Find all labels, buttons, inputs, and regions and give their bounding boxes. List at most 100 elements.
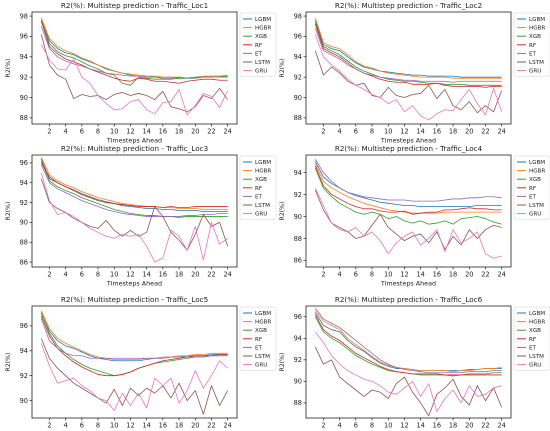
x-tick-label: 14	[416, 422, 424, 430]
y-tick-label: 90	[20, 397, 28, 405]
x-tick-label: 18	[175, 422, 183, 430]
series-line-lgbm	[314, 20, 502, 78]
legend-box	[239, 155, 277, 220]
x-tick-label: 8	[370, 422, 374, 430]
plot-frame	[31, 305, 238, 419]
x-tick-label: 4	[338, 128, 342, 136]
y-tick-label: 90	[294, 213, 302, 221]
x-tick-label: 8	[96, 422, 100, 430]
y-tick-label: 94	[294, 53, 302, 61]
x-tick-label: 4	[338, 271, 342, 279]
x-axis-label: Timesteps Ahead	[380, 137, 436, 145]
series-line-lstm	[314, 189, 502, 250]
legend-box	[513, 155, 550, 220]
plot-frame	[305, 11, 512, 125]
series-line-lgbm	[40, 158, 228, 212]
series-line-xgb	[40, 20, 228, 86]
series-line-lgbm	[314, 161, 502, 208]
series-line-rf	[40, 162, 228, 208]
x-tick-label: 12	[400, 271, 408, 279]
legend-label-xgb: XGB	[529, 177, 541, 183]
x-tick-label: 14	[142, 271, 150, 279]
x-tick-label: 22	[481, 422, 489, 430]
legend-box	[513, 12, 550, 77]
legend-label-gru: GRU	[529, 212, 541, 218]
x-tick-label: 16	[433, 128, 441, 136]
y-tick-label: 94	[294, 169, 302, 177]
y-tick-label: 96	[294, 33, 302, 41]
x-tick-label: 12	[126, 128, 134, 136]
x-tick-label: 2	[321, 271, 325, 279]
x-tick-label: 18	[449, 422, 457, 430]
x-axis-label: Timesteps Ahead	[106, 137, 162, 145]
x-tick-label: 6	[354, 128, 358, 136]
x-tick-label: 2	[47, 128, 51, 136]
y-tick-label: 94	[20, 179, 28, 187]
x-tick-label: 20	[191, 128, 199, 136]
series-line-et	[314, 28, 502, 83]
y-axis-label: R2(%)	[279, 202, 286, 221]
series-line-gru	[40, 172, 228, 263]
x-tick-label: 6	[354, 422, 358, 430]
legend-label-et: ET	[529, 345, 537, 351]
x-tick-label: 4	[64, 422, 68, 430]
x-tick-label: 24	[497, 128, 505, 136]
x-tick-label: 18	[449, 271, 457, 279]
series-line-hgbr	[315, 310, 502, 373]
legend-box	[239, 306, 277, 371]
legend-label-lstm: LSTM	[255, 203, 270, 209]
y-tick-label: 88	[294, 114, 302, 122]
x-tick-label: 2	[47, 422, 51, 430]
series-line-xgb	[40, 312, 228, 377]
legend-label-et: ET	[255, 51, 263, 57]
x-tick-label: 24	[497, 422, 505, 430]
legend-label-lstm: LSTM	[529, 203, 544, 209]
chart-panel-2: R2(%): Multistep prediction - Traffic_Lo…	[279, 1, 550, 145]
plot-frame	[305, 305, 512, 419]
series-line-et	[40, 26, 228, 79]
legend-label-hgbr: HGBR	[529, 26, 545, 32]
legend-label-lgbm: LGBM	[255, 311, 271, 317]
series-line-rf	[314, 314, 502, 376]
series-line-lgbm	[40, 313, 228, 362]
legend-label-rf: RF	[529, 186, 536, 192]
y-axis-label: R2(%)	[5, 59, 12, 78]
legend-label-et: ET	[255, 345, 263, 351]
x-tick-label: 16	[433, 422, 441, 430]
legend-label-xgb: XGB	[255, 177, 267, 183]
x-tick-label: 10	[384, 422, 392, 430]
x-tick-label: 10	[384, 128, 392, 136]
x-tick-label: 24	[223, 128, 231, 136]
legend-label-lstm: LSTM	[529, 354, 544, 360]
legend-box	[239, 12, 277, 77]
y-tick-label: 92	[20, 73, 28, 81]
series-line-rf	[314, 165, 502, 215]
x-tick-label: 6	[80, 128, 84, 136]
series-line-hgbr	[40, 310, 228, 360]
legend-label-rf: RF	[255, 186, 262, 192]
legend-box	[513, 306, 550, 371]
legend-label-rf: RF	[255, 43, 262, 49]
x-tick-label: 10	[110, 422, 118, 430]
x-tick-label: 8	[96, 271, 100, 279]
y-tick-label: 94	[20, 347, 28, 355]
legend-label-hgbr: HGBR	[529, 320, 545, 326]
series-line-gru	[40, 44, 229, 116]
x-tick-label: 6	[80, 271, 84, 279]
series-line-gru	[314, 34, 503, 121]
legend-label-lgbm: LGBM	[529, 311, 545, 317]
y-tick-label: 92	[20, 199, 28, 207]
y-tick-label: 86	[294, 257, 302, 265]
x-tick-label: 4	[64, 128, 68, 136]
legend-label-hgbr: HGBR	[529, 169, 545, 175]
legend-label-rf: RF	[255, 337, 262, 343]
series-line-et	[314, 159, 502, 202]
x-tick-label: 22	[207, 128, 215, 136]
legend-label-rf: RF	[529, 43, 536, 49]
chart-title: R2(%): Multistep prediction - Traffic_Lo…	[61, 1, 208, 10]
legend-label-xgb: XGB	[255, 34, 267, 40]
x-tick-label: 2	[321, 422, 325, 430]
x-tick-label: 4	[64, 271, 68, 279]
legend-label-gru: GRU	[255, 212, 267, 218]
y-tick-label: 94	[20, 53, 28, 61]
